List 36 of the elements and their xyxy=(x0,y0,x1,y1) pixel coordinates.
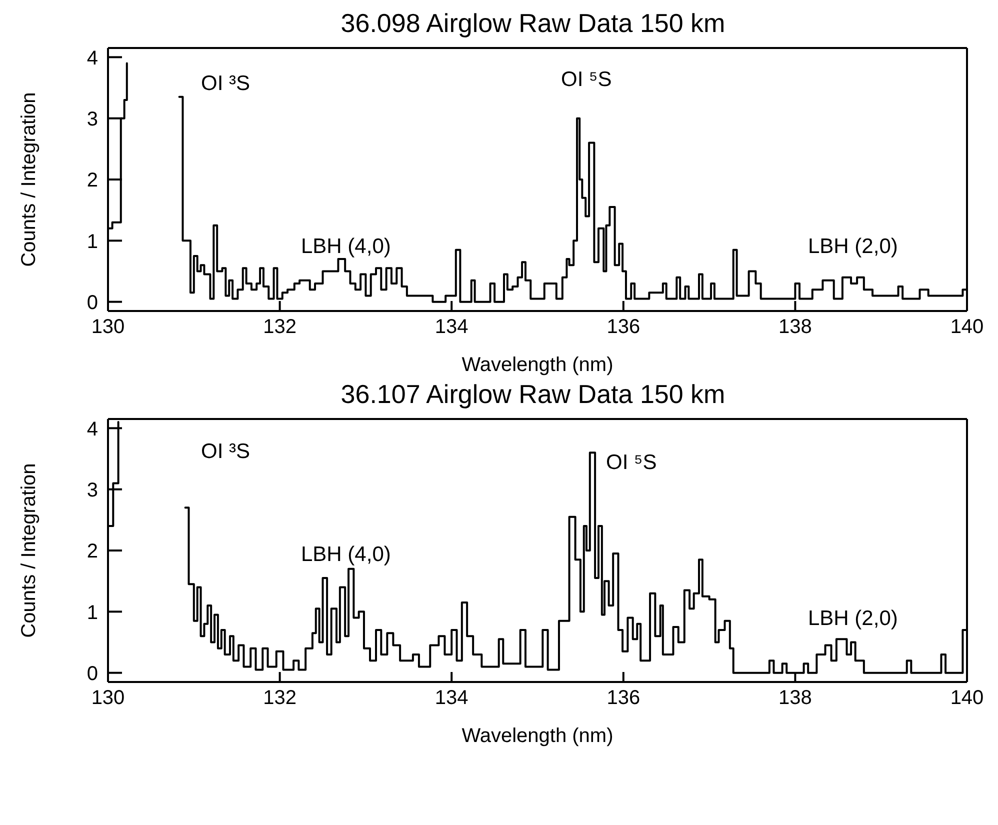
y-tick-label: 0 xyxy=(86,662,98,685)
x-tick-label: 130 xyxy=(91,316,125,338)
y-tick-label: 0 xyxy=(86,292,98,314)
y-tick-label: 4 xyxy=(86,418,98,440)
x-tick-label: 134 xyxy=(434,687,468,710)
annotation: LBH (4,0) xyxy=(301,543,391,567)
annotation: OI ⁵S xyxy=(606,451,657,475)
chart-title: 36.107 Airglow Raw Data 150 km xyxy=(340,379,726,410)
chart-title: 36.098 Airglow Raw Data 150 km xyxy=(340,8,726,39)
x-tick-label: 138 xyxy=(778,316,812,338)
annotation: LBH (2,0) xyxy=(808,607,898,631)
y-tick-label: 1 xyxy=(86,602,98,624)
x-tick-label: 136 xyxy=(606,316,640,338)
y-axis-title: Counts / Integration xyxy=(18,92,40,267)
x-tick-label: 132 xyxy=(263,687,296,710)
annotation: OI ⁵S xyxy=(561,68,612,92)
y-tick-label: 2 xyxy=(86,170,98,192)
x-tick-label: 140 xyxy=(950,316,984,338)
x-tick-label: 136 xyxy=(606,687,640,710)
y-tick-label: 3 xyxy=(86,108,98,130)
y-tick-label: 3 xyxy=(86,479,98,502)
y-tick-label: 4 xyxy=(86,47,98,70)
annotation: OI ³S xyxy=(201,440,250,464)
y-axis-title: Counts / Integration xyxy=(18,463,40,638)
x-axis-title: Wavelength (nm) xyxy=(462,354,614,376)
x-tick-label: 130 xyxy=(91,687,125,710)
y-tick-label: 2 xyxy=(86,540,98,563)
x-tick-label: 132 xyxy=(263,316,296,338)
annotation: LBH (2,0) xyxy=(808,235,898,259)
annotation: OI ³S xyxy=(201,72,250,96)
x-tick-label: 134 xyxy=(434,316,468,338)
annotation: LBH (4,0) xyxy=(301,235,391,259)
y-tick-label: 1 xyxy=(86,230,98,253)
x-axis-title: Wavelength (nm) xyxy=(462,725,614,747)
x-tick-label: 140 xyxy=(950,687,984,710)
x-tick-label: 138 xyxy=(778,687,812,710)
